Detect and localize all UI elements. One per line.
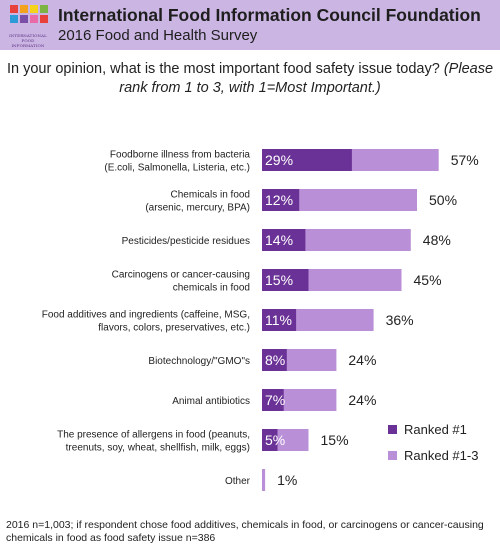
bar-ranked-1 [262, 429, 278, 451]
category-label: flavors, colors, preservatives, etc.) [98, 323, 250, 334]
category-label: Biotechnology/"GMO"s [148, 356, 250, 367]
data-label-ranked-1-3: 57% [451, 152, 479, 168]
category-label: (E.coli, Salmonella, Listeria, etc.) [104, 163, 250, 174]
bar-ranked-1 [262, 349, 287, 371]
category-label: Pesticides/pesticide residues [122, 236, 250, 247]
category-label: Carcinogens or cancer-causing [112, 270, 250, 281]
legend-swatch [388, 425, 397, 434]
org-name: International Food Information Council F… [58, 5, 481, 25]
header-banner: INTERNATIONAL FOOD INFORMATION Internati… [0, 0, 500, 50]
category-label: chemicals in food [173, 283, 250, 294]
legend-label: Ranked #1-3 [404, 448, 478, 463]
data-label-ranked-1-3: 15% [321, 432, 349, 448]
data-label-ranked-1-3: 48% [423, 232, 451, 248]
question-text: In your opinion, what is the most import… [6, 61, 440, 77]
data-label-ranked-1: 5% [265, 432, 285, 448]
data-label-ranked-1: 8% [265, 352, 285, 368]
bar-ranked-1 [262, 149, 352, 171]
category-label: Other [225, 476, 251, 487]
bar-ranked-1 [262, 389, 284, 411]
bar-ranked-1-3 [262, 189, 417, 211]
bar-ranked-1 [262, 269, 309, 291]
bar-ranked-1-3 [262, 469, 266, 491]
logo-icon [10, 5, 48, 23]
category-label: Animal antibiotics [172, 396, 250, 407]
data-label-ranked-1: 7% [265, 392, 285, 408]
logo-text: INTERNATIONAL FOOD INFORMATION [9, 33, 47, 48]
data-label-ranked-1-3: 50% [429, 192, 457, 208]
data-label-ranked-1-3: 36% [386, 312, 414, 328]
bar-ranked-1 [262, 229, 306, 251]
data-label-ranked-1: 11% [265, 312, 292, 328]
category-label: (arsenic, mercury, BPA) [145, 203, 250, 214]
footnote: 2016 n=1,003; if respondent chose food a… [6, 519, 484, 544]
legend-label: Ranked #1 [404, 422, 467, 437]
ific-logo: INTERNATIONAL FOOD INFORMATION [8, 4, 48, 48]
category-label: Foodborne illness from bacteria [110, 150, 251, 161]
data-label-ranked-1-3: 45% [414, 272, 442, 288]
data-label-ranked-1-3: 24% [348, 352, 376, 368]
question-title: In your opinion, what is the most import… [0, 60, 500, 98]
data-label-ranked-1-3: 24% [348, 392, 376, 408]
data-label-ranked-1: 14% [265, 232, 293, 248]
category-label: The presence of allergens in food (peanu… [57, 430, 250, 441]
data-label-ranked-1: 29% [265, 152, 293, 168]
question-instruction: (Please rank from 1 to 3, with 1=Most Im… [119, 61, 494, 96]
bar-ranked-1 [262, 189, 300, 211]
survey-name: 2016 Food and Health Survey [58, 27, 258, 44]
data-label-ranked-1-3: 1% [277, 472, 297, 488]
category-label: treenuts, soy, wheat, shellfish, milk, e… [66, 443, 250, 454]
data-label-ranked-1: 15% [265, 272, 293, 288]
category-label: Chemicals in food [171, 190, 250, 201]
data-label-ranked-1: 12% [265, 192, 293, 208]
category-label: Food additives and ingredients (caffeine… [42, 310, 250, 321]
legend-swatch [388, 451, 397, 460]
bar-ranked-1 [262, 309, 297, 331]
